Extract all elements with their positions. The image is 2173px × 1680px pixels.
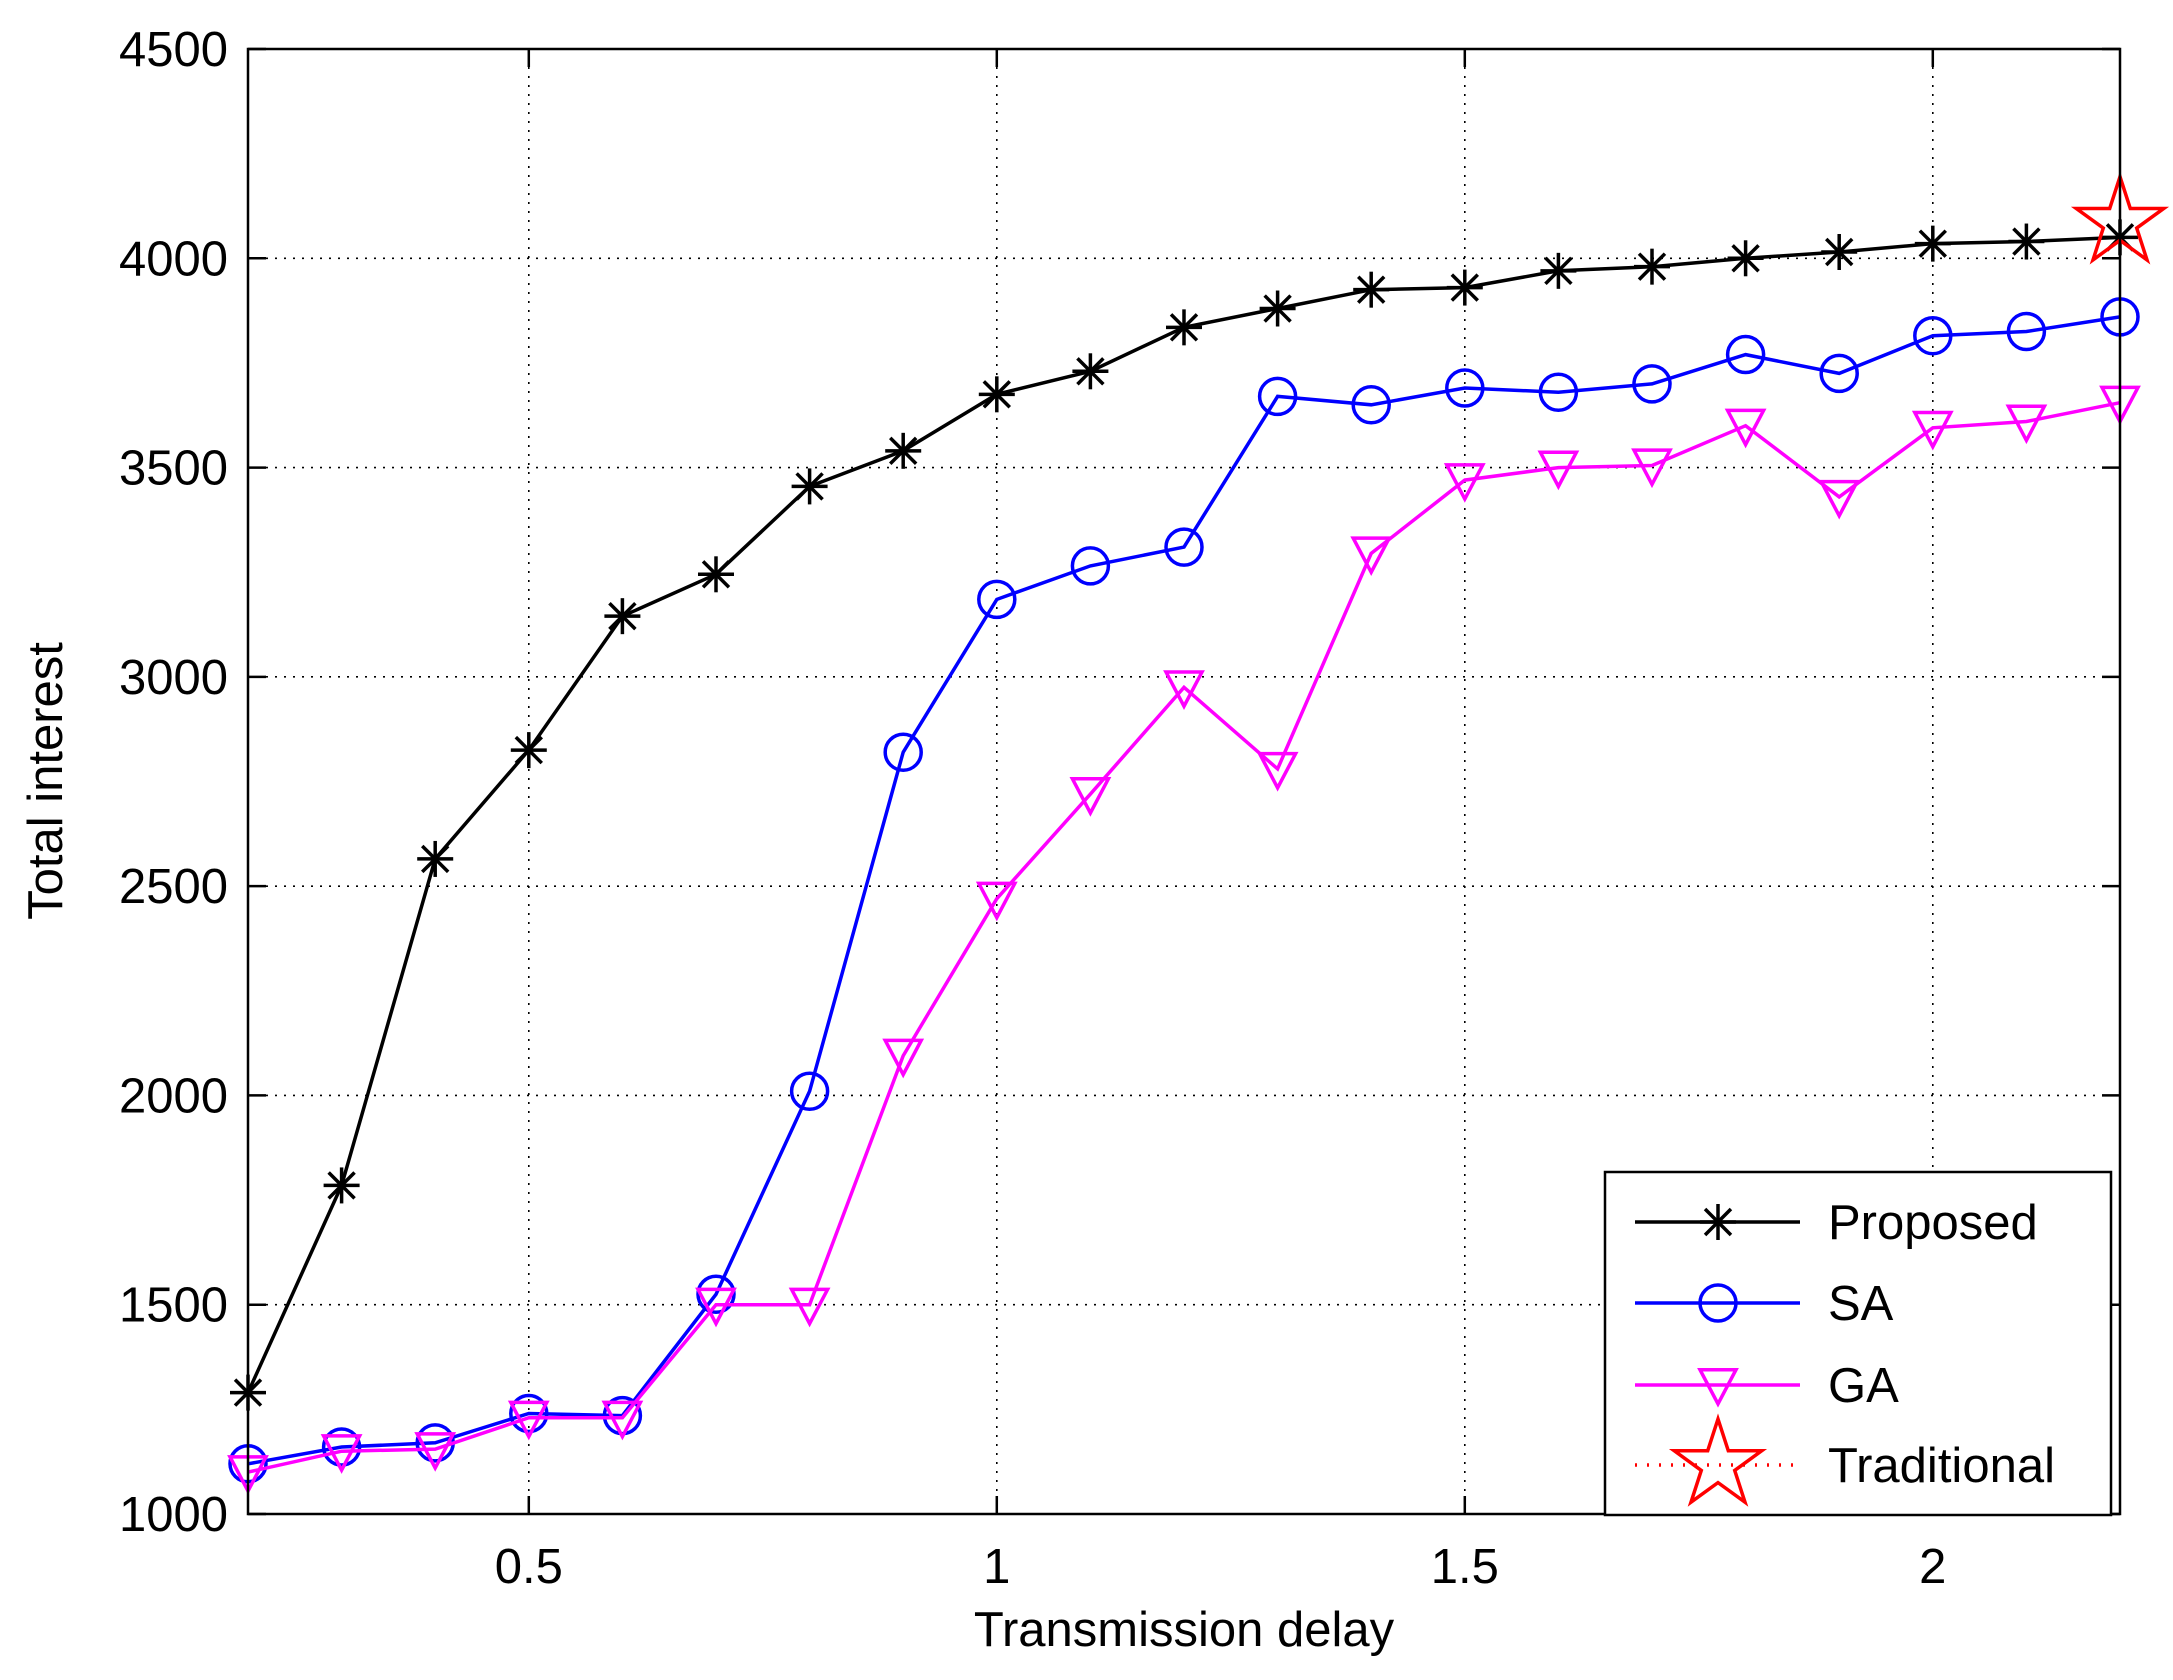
y-tick-label: 4500 bbox=[119, 23, 228, 77]
data-point-ga bbox=[1443, 463, 1486, 503]
data-point-sa bbox=[1819, 353, 1859, 394]
data-point-proposed bbox=[510, 732, 547, 769]
data-point-sa bbox=[1445, 368, 1485, 408]
data-point-ga bbox=[320, 1434, 363, 1474]
data-point-ga bbox=[2005, 404, 2048, 445]
data-point-ga bbox=[1911, 410, 1954, 451]
data-point-sa bbox=[1913, 315, 1953, 356]
legend-item-sa: SA bbox=[1635, 1277, 1894, 1331]
data-point-sa bbox=[2006, 311, 2047, 352]
data-point-ga bbox=[1256, 751, 1299, 792]
data-point-ga bbox=[695, 1287, 737, 1328]
data-point-proposed bbox=[978, 376, 1015, 413]
y-axis-label: Total interest bbox=[19, 642, 73, 920]
data-point-sa bbox=[1632, 364, 1672, 404]
data-point-sa bbox=[1070, 546, 1111, 586]
series-line-sa bbox=[247, 315, 2121, 1466]
data-point-sa bbox=[789, 1071, 830, 1111]
y-tick-label: 2000 bbox=[119, 1069, 228, 1123]
data-point-ga bbox=[601, 1400, 644, 1441]
data-point-proposed bbox=[417, 840, 454, 877]
data-point-ga bbox=[1163, 670, 1205, 710]
data-point-proposed bbox=[1821, 234, 1858, 271]
data-point-ga bbox=[1724, 408, 1767, 449]
legend-marker bbox=[1668, 1413, 1768, 1507]
x-axis-label: Transmission delay bbox=[974, 1603, 1395, 1657]
legend-label: GA bbox=[1828, 1359, 1899, 1413]
legend-marker bbox=[1697, 1367, 1739, 1408]
data-point-ga bbox=[788, 1287, 831, 1328]
x-tick-label: 0.5 bbox=[495, 1540, 563, 1594]
legend-box bbox=[1603, 1170, 2113, 1517]
data-point-ga bbox=[882, 1038, 925, 1079]
data-point-proposed bbox=[1259, 290, 1296, 327]
legend-item-traditional: Traditional bbox=[1635, 1413, 2055, 1507]
data-point-proposed bbox=[1166, 309, 1202, 346]
data-point-sa bbox=[1725, 334, 1766, 375]
data-point-sa bbox=[321, 1427, 362, 1467]
data-point-sa bbox=[1164, 527, 1204, 567]
data-point-sa bbox=[696, 1274, 736, 1314]
data-point-ga bbox=[414, 1432, 457, 1472]
data-point-sa bbox=[1538, 372, 1579, 412]
axes-box bbox=[246, 47, 2122, 1516]
data-point-proposed bbox=[1914, 225, 1951, 262]
data-point-sa bbox=[977, 579, 1017, 620]
x-tick-label: 2 bbox=[1919, 1540, 1946, 1594]
legend-label: SA bbox=[1828, 1277, 1894, 1331]
data-point-proposed bbox=[885, 432, 922, 469]
series-proposed bbox=[230, 219, 2138, 1411]
data-point-sa bbox=[509, 1393, 549, 1434]
data-point-proposed bbox=[1072, 353, 1109, 390]
data-point-proposed bbox=[323, 1167, 360, 1204]
legend-item-proposed: Proposed bbox=[1635, 1196, 2038, 1250]
y-tick-label: 2500 bbox=[119, 860, 228, 914]
data-point-proposed bbox=[2008, 223, 2045, 260]
data-point-sa bbox=[883, 732, 923, 772]
legend-label: Traditional bbox=[1828, 1439, 2055, 1493]
data-point-ga bbox=[1069, 777, 1112, 817]
data-point-ga bbox=[975, 881, 1018, 922]
data-point-proposed bbox=[604, 598, 641, 635]
data-point-proposed bbox=[1353, 271, 1390, 308]
data-point-proposed bbox=[1446, 269, 1483, 306]
axes: 0.5 1 1.5 2 1000 1500 2000 2500 3000 3500 4000 4500 bbox=[119, 23, 2122, 1594]
data-point-proposed bbox=[698, 556, 734, 593]
data-point-sa bbox=[1257, 376, 1298, 417]
data-point-ga bbox=[1818, 479, 1861, 520]
data-point-ga bbox=[507, 1400, 550, 1441]
y-tick-label: 3500 bbox=[119, 442, 228, 496]
legend-item-ga: GA bbox=[1635, 1359, 1899, 1413]
data-point-proposed bbox=[791, 468, 828, 505]
y-tick-label: 4000 bbox=[119, 232, 228, 286]
y-tick-label: 1500 bbox=[119, 1279, 228, 1333]
y-tick-label: 1000 bbox=[119, 1488, 228, 1542]
legend-label: Proposed bbox=[1828, 1196, 2038, 1250]
series-ga bbox=[227, 385, 2141, 1495]
data-point-ga bbox=[1631, 448, 1673, 489]
legend-marker bbox=[1698, 1283, 1738, 1323]
data-point-proposed bbox=[1540, 252, 1577, 289]
data-point-proposed bbox=[1634, 248, 1670, 285]
data-point-ga bbox=[1537, 450, 1580, 491]
data-point-sa bbox=[1351, 385, 1391, 425]
legend-marker bbox=[1700, 1204, 1736, 1240]
legend: Proposed SA GA Traditional bbox=[1603, 1170, 2113, 1517]
x-tick-label: 1.5 bbox=[1431, 1540, 1499, 1594]
x-tick-label: 1 bbox=[983, 1540, 1010, 1594]
y-tick-label: 3000 bbox=[119, 651, 228, 705]
data-point-ga bbox=[1350, 536, 1393, 577]
data-point-proposed bbox=[1727, 240, 1764, 277]
series-line-ga bbox=[247, 400, 2121, 1474]
